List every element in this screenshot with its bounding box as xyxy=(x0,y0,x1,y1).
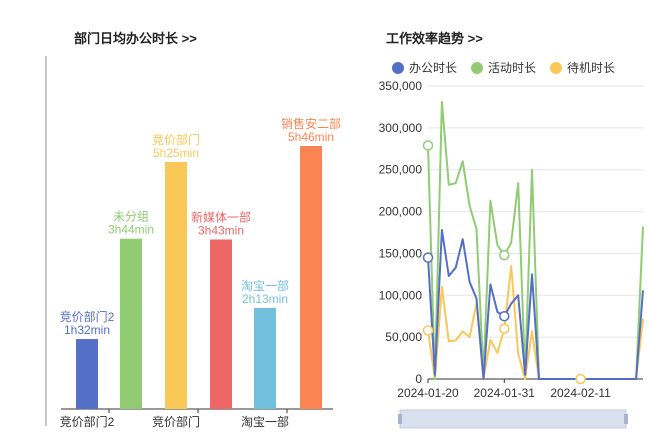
legend-label-active: 活动时长 xyxy=(488,61,537,75)
bar-value-label-1: 3h44min xyxy=(108,223,154,237)
bar-category-label-1: 未分组 xyxy=(113,210,149,224)
x-tick-label-1: 2024-01-31 xyxy=(474,386,536,400)
work-efficiency-panel: 工作效率趋势 >> 办公时长 活动时长 待机时长 0 50,000 100,000 1… xyxy=(370,0,647,442)
legend-item-active[interactable]: 活动时长 xyxy=(471,59,536,76)
legend-dot-office xyxy=(392,61,404,74)
bar-category-label-0: 竞价部门2 xyxy=(60,309,115,324)
y-tick-label-4: 200,000 xyxy=(379,205,423,219)
bar-2 xyxy=(165,161,187,409)
y-tick-label-5: 250,000 xyxy=(379,163,423,177)
bar-5 xyxy=(300,146,322,409)
scroll-rail[interactable] xyxy=(45,56,47,426)
series-point-3 xyxy=(499,249,510,261)
series-line-0 xyxy=(427,229,644,380)
x-tick-label-0: 2024-01-20 xyxy=(397,386,459,400)
y-tick-label-3: 150,000 xyxy=(379,246,423,260)
line-chart: 0 50,000 100,000 150,000 200,000 250,000 300,0… xyxy=(379,79,644,429)
legend-dot-idle xyxy=(550,61,563,74)
bar-0 xyxy=(76,339,98,409)
right-panel-title[interactable]: 工作效率趋势 >> xyxy=(386,31,483,46)
bar-category-label-2: 竞价部门 xyxy=(152,132,200,147)
bar-1 xyxy=(120,238,142,409)
x-tick-label-1: 竞价部门 xyxy=(152,414,200,429)
legend-dot-active xyxy=(471,61,484,74)
x-tick-label-2: 2024-02-11 xyxy=(550,386,611,400)
y-tick-label-6: 300,000 xyxy=(379,121,423,135)
y-tick-label-0: 0 xyxy=(415,372,422,386)
series-point-5 xyxy=(499,323,510,335)
department-office-hours-panel: 部门日均办公时长 >> 竞价部门2 1h32min 未分组 3h44min 竞价部门 5h… xyxy=(28,0,350,442)
left-panel-title[interactable]: 部门日均办公时长 >> xyxy=(74,31,197,46)
bar-category-label-4: 淘宝一部 xyxy=(241,278,289,293)
x-tick-label-2: 淘宝一部 xyxy=(241,414,289,429)
legend: 办公时长 活动时长 待机时长 xyxy=(392,59,615,76)
bar-value-label-3: 3h43min xyxy=(198,223,244,237)
series-point-6 xyxy=(575,373,586,385)
bar-value-label-0: 1h32min xyxy=(64,323,110,337)
legend-label-office: 办公时长 xyxy=(409,61,458,75)
series-point-1 xyxy=(422,252,434,263)
bar-4 xyxy=(254,307,276,409)
bar-value-label-4: 2h13min xyxy=(242,292,288,306)
y-tick-label-7: 350,000 xyxy=(379,79,423,93)
series-point-2 xyxy=(422,325,434,336)
legend-item-office[interactable]: 办公时长 xyxy=(392,59,457,76)
x-tick-label-0: 竞价部门2 xyxy=(60,414,115,429)
bar-chart: 竞价部门21h32min未分组3h44min竞价部门5h25min新媒体一部3h… xyxy=(60,116,341,429)
series-point-4 xyxy=(499,310,510,322)
zoom-slider xyxy=(399,409,627,429)
zoom-handle-left xyxy=(398,414,402,424)
bar-3 xyxy=(210,239,232,409)
legend-label-idle: 待机时长 xyxy=(567,61,616,75)
bar-category-label-5: 销售安二部 xyxy=(281,116,341,131)
y-tick-label-2: 100,000 xyxy=(379,288,423,302)
y-tick-label-1: 50,000 xyxy=(385,330,422,344)
bar-category-label-3: 新媒体一部 xyxy=(191,209,251,224)
legend-item-idle[interactable]: 待机时长 xyxy=(550,59,615,76)
bar-value-label-5: 5h46min xyxy=(288,130,334,144)
bar-value-label-2: 5h25min xyxy=(153,146,199,160)
zoom-handle-right xyxy=(624,414,628,424)
series-point-0 xyxy=(422,140,434,151)
